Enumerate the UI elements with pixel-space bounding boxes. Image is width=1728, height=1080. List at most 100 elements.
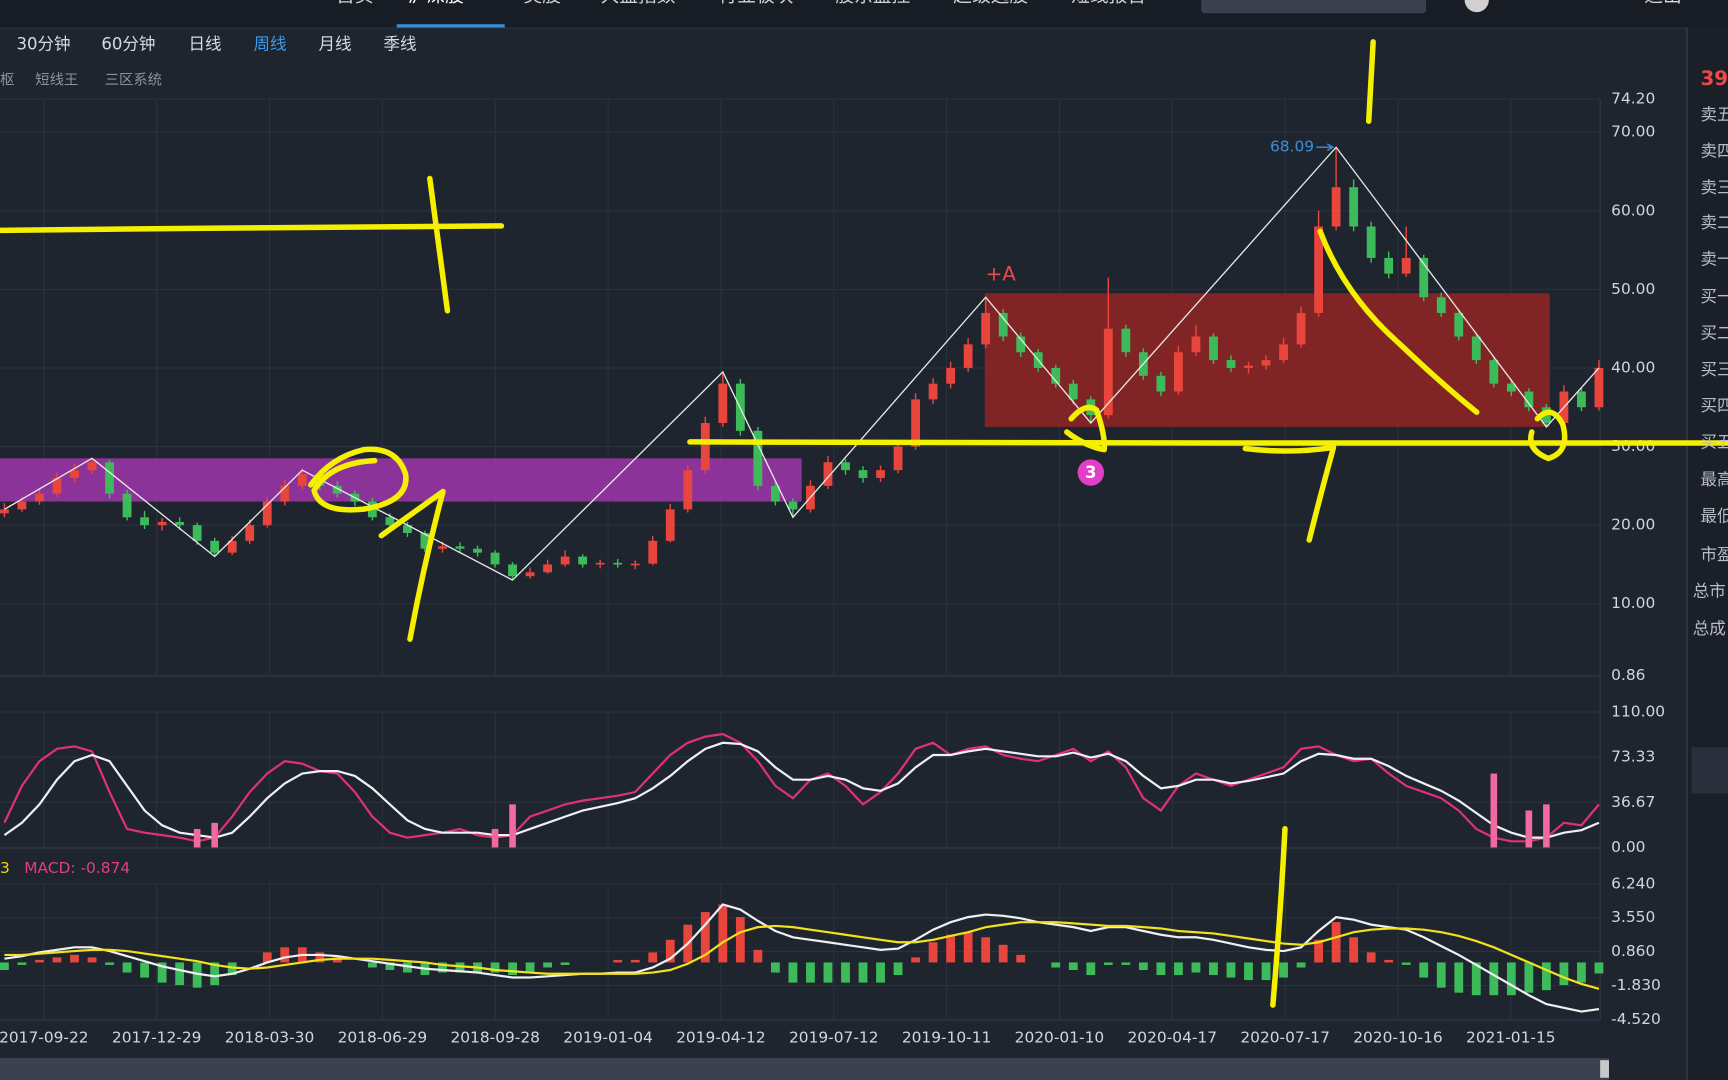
macd-bar: [1471, 962, 1481, 996]
nav-tab[interactable]: 大盘指数: [601, 0, 676, 7]
nav-tab[interactable]: 沪深股: [408, 0, 464, 7]
macd-bar: [1314, 939, 1323, 963]
macd-bar: [700, 912, 710, 963]
macd-bar: [508, 962, 517, 976]
candle-body: [1244, 365, 1253, 368]
macd-bar: [1401, 962, 1411, 965]
signal-bar: [1525, 810, 1533, 848]
divider: [0, 27, 1687, 29]
nav-tab[interactable]: 首页: [336, 0, 373, 7]
candle-body: [1454, 312, 1464, 337]
nav-tab[interactable]: 超级选股: [953, 0, 1028, 7]
side-label: 总成: [1693, 619, 1726, 638]
y-tick-label: 70.00: [1611, 123, 1655, 141]
macd-bar: [911, 957, 920, 963]
period-tab[interactable]: 季线: [384, 35, 417, 54]
indicator-tab[interactable]: 短线王: [35, 71, 78, 88]
macd-bar: [1226, 962, 1236, 978]
side-label: 买四: [1700, 396, 1728, 415]
macd-bar: [1051, 962, 1061, 968]
macd-bar: [17, 962, 27, 965]
nav-tab[interactable]: 股东监控: [835, 0, 910, 7]
side-label: 卖五: [1700, 105, 1728, 124]
hand-stroke: [1365, 39, 1376, 124]
scroll-handle[interactable]: [1600, 1060, 1609, 1078]
side-box: [1691, 747, 1728, 794]
macd-bar: [858, 962, 868, 983]
scrollbar[interactable]: [0, 1057, 1609, 1080]
candle-body: [332, 485, 342, 494]
candle-body: [1209, 336, 1218, 361]
macd-bar: [770, 962, 780, 973]
x-tick-label: 2020-10-16: [1353, 1029, 1443, 1047]
x-tick-label: 2018-09-28: [450, 1029, 540, 1047]
indicator-tab[interactable]: 三区系统: [105, 71, 162, 88]
nav-tab[interactable]: 行业板块: [719, 0, 794, 7]
macd-bar: [1086, 962, 1096, 976]
top-bar: [0, 0, 1728, 28]
macd-bar: [1454, 962, 1464, 993]
macd-bar: [438, 962, 447, 973]
candle-body: [1471, 336, 1481, 361]
candle-body: [1401, 257, 1411, 274]
side-label: 卖三: [1700, 178, 1728, 197]
macd-bar: [806, 962, 815, 983]
x-tick-label: 2019-07-12: [789, 1029, 879, 1047]
macd-bar: [648, 952, 658, 963]
logout[interactable]: 退出: [1644, 0, 1681, 7]
macd-bar: [1138, 962, 1148, 971]
candle-body: [1121, 328, 1131, 353]
candle-body: [1174, 352, 1183, 392]
x-tick-label: 2021-01-15: [1466, 1029, 1556, 1047]
candle-body: [1384, 257, 1394, 274]
macd-bar: [35, 959, 44, 963]
candle-body: [438, 546, 447, 549]
macd-bar: [946, 934, 956, 963]
candle-body: [210, 540, 220, 553]
candle-body: [52, 477, 62, 494]
x-tick-label: 2020-01-10: [1015, 1029, 1105, 1047]
macd-bar: [876, 962, 885, 983]
macd-bar: [1489, 962, 1499, 996]
macd-bar: [1174, 962, 1183, 976]
plot-area: 30分钟 60分钟 日线 周线 月线 季线枢 短线王 三区系统 2017-09-22 2017-1…: [0, 35, 1665, 1047]
macd-bar: [1559, 962, 1569, 986]
period-tab[interactable]: 日线: [188, 35, 221, 54]
hand-stroke: [1064, 404, 1108, 453]
side-label: 买五: [1700, 433, 1728, 452]
x-tick-label: 2020-04-17: [1128, 1029, 1218, 1047]
period-tab[interactable]: 60分钟: [101, 35, 155, 54]
high-arrow: [1316, 143, 1335, 152]
macd-bar: [525, 962, 535, 973]
side-border: [1686, 27, 1688, 1080]
macd-bar: [1506, 962, 1516, 996]
x-tick-label: 2020-07-17: [1240, 1029, 1330, 1047]
macd-bar: [490, 962, 500, 973]
y-tick-label: 50.00: [1611, 280, 1655, 298]
nav-tab[interactable]: 短线报告: [1071, 0, 1146, 7]
search-box[interactable]: [1201, 0, 1427, 14]
nav-tab[interactable]: 美股: [523, 0, 561, 7]
y-tick-label: -1.830: [1611, 976, 1661, 994]
macd-bar: [1296, 962, 1306, 968]
candle-body: [0, 509, 9, 514]
candle-body: [157, 521, 167, 526]
period-tab[interactable]: 周线: [253, 35, 286, 54]
indicator-legend: MACD: -0.874: [24, 859, 130, 877]
candle-body: [192, 525, 202, 541]
side-price: 39: [1700, 67, 1728, 90]
macd-bar: [1366, 952, 1376, 963]
indicator-tab[interactable]: 枢: [0, 71, 14, 88]
period-tab[interactable]: 30分钟: [17, 35, 71, 54]
y-tick-label: 40.00: [1611, 358, 1655, 376]
period-tab[interactable]: 月线: [318, 35, 351, 54]
macd-bar: [963, 932, 973, 963]
candle-body: [1366, 226, 1376, 258]
hand-stroke: [1317, 228, 1480, 415]
y-tick-label: 30.00: [1611, 437, 1655, 455]
macd-bar: [998, 944, 1008, 963]
candle-body: [1156, 375, 1166, 392]
macd-bar: [70, 954, 79, 963]
x-tick-label: 2018-06-29: [338, 1029, 428, 1047]
